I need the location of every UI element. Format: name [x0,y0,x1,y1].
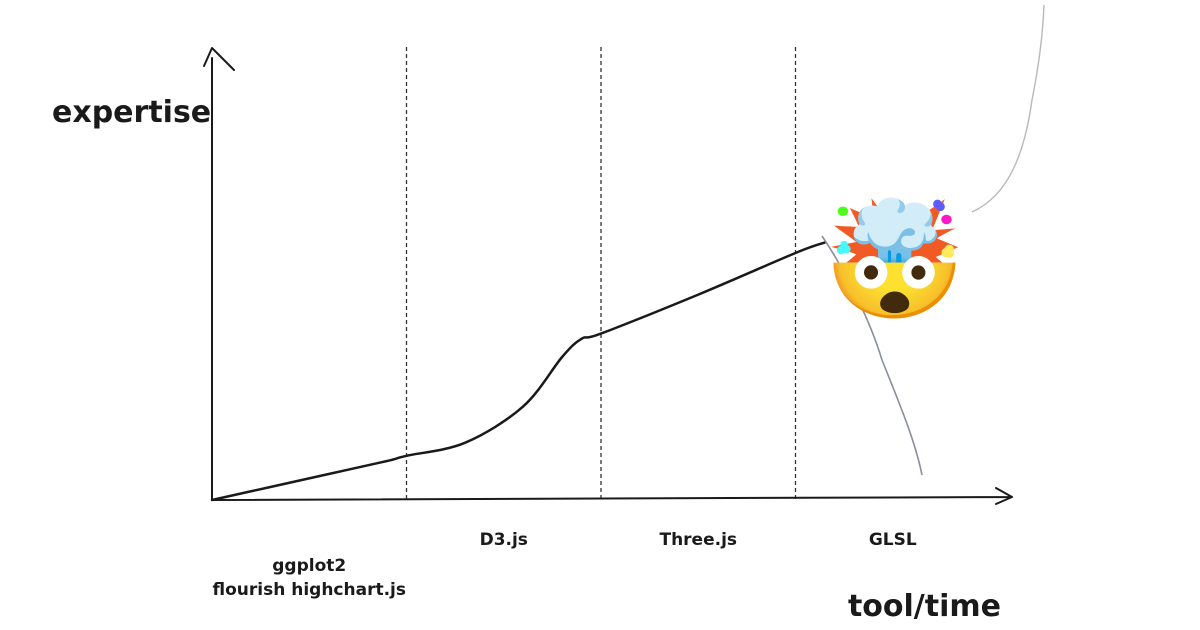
expertise-curve [210,241,826,502]
stage-label-line: Three.js [659,530,737,550]
stage-label: D3.js [480,530,528,550]
stage-label-line: ggplot2 [272,556,346,576]
stage-dividers [405,47,797,500]
fuse-line-down [821,235,923,476]
y-axis-label: expertise [52,95,211,130]
stage-labels: ggplot2 flourish highchart.js D3.js Three.j… [213,530,917,600]
stage-label-line: D3.js [480,530,528,550]
axes [203,47,1013,505]
stage-label: GLSL [869,530,917,550]
fuse-line-up [971,4,1045,213]
stage-label: Three.js [659,530,737,550]
fuse-lines [821,4,1045,476]
x-axis [211,487,1013,505]
mind-blown-emoji: 🤯 [823,194,966,328]
stage-label-line: GLSL [869,530,917,550]
x-axis-label: tool/time [848,589,1001,624]
stage-label-line: flourish highchart.js [213,580,407,600]
stage-label: ggplot2 flourish highchart.js [213,556,407,600]
y-axis [203,47,235,501]
